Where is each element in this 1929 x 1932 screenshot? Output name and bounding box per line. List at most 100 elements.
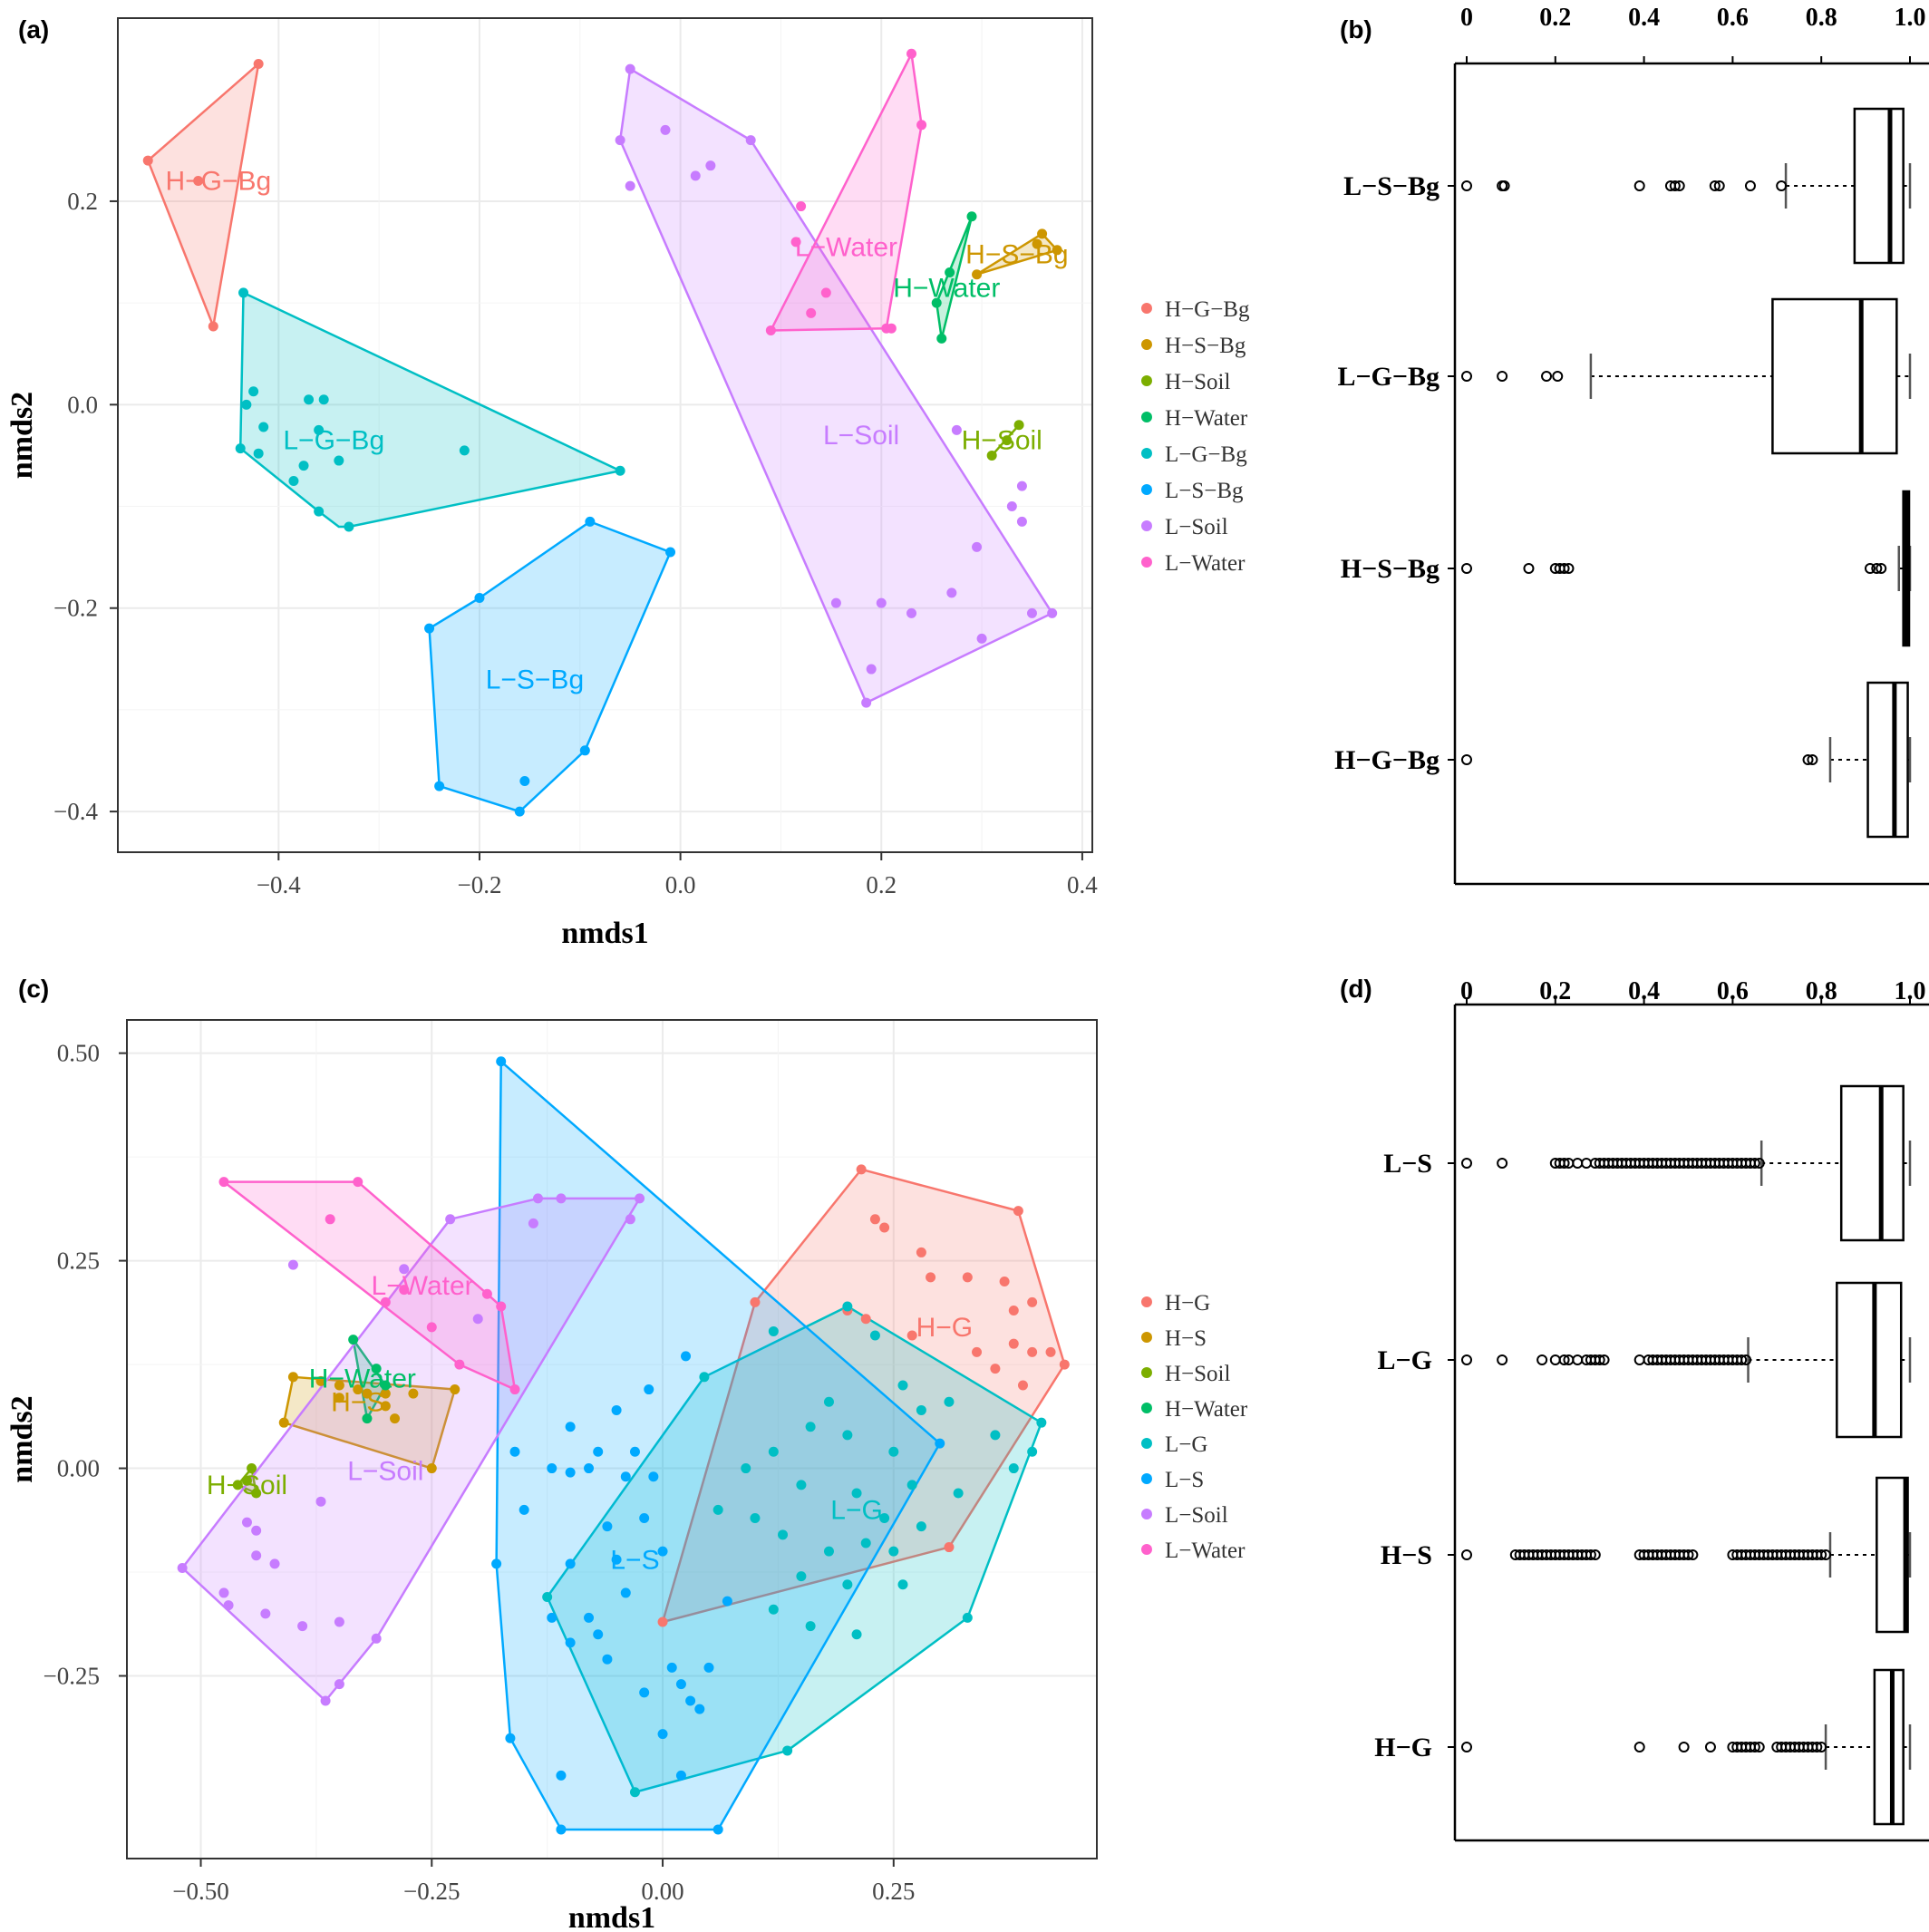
- data-point-l-soil: [528, 1218, 538, 1228]
- data-point-l-g-bg: [906, 1480, 917, 1490]
- legend-key-l-s-bg: [1141, 1473, 1152, 1484]
- data-point-l-soil: [1027, 607, 1038, 618]
- legend-key-h-s-bg: [1141, 1332, 1152, 1343]
- data-point-l-soil: [223, 1600, 234, 1611]
- outlier-point: [1749, 1742, 1760, 1752]
- legend-label: L−S: [1165, 1468, 1204, 1492]
- data-point-l-g-bg: [304, 394, 315, 405]
- data-point-l-s-bg: [620, 1471, 631, 1482]
- legend-label: H−Soil: [1165, 370, 1231, 394]
- data-point-h-water: [362, 1413, 373, 1424]
- outlier-point: [1736, 1354, 1748, 1365]
- data-point-l-s-bg: [584, 1612, 595, 1623]
- x-tick-label: 0.4: [1628, 977, 1660, 1005]
- data-point-l-g-bg: [298, 461, 309, 471]
- data-point-l-g-bg: [860, 1538, 871, 1549]
- data-point-l-s-bg: [639, 1687, 650, 1698]
- data-point-l-s-bg: [657, 1729, 668, 1740]
- outlier-point: [1807, 754, 1818, 765]
- box-iqr: [1873, 1668, 1905, 1826]
- legend-label: L−Water: [1165, 551, 1246, 576]
- data-point-l-g-bg: [238, 287, 249, 298]
- box-iqr: [1853, 107, 1905, 265]
- points: [142, 48, 1062, 817]
- data-point-l-g-bg: [842, 1430, 853, 1441]
- data-point-h-g-bg: [1059, 1359, 1070, 1370]
- outlier-point: [1461, 1354, 1472, 1365]
- data-point-h-g-bg: [990, 1364, 1001, 1374]
- group-label: H−S: [331, 1387, 384, 1417]
- data-point-h-soil: [986, 450, 997, 461]
- data-point-l-s-bg: [519, 775, 530, 786]
- x-tick-label: 0.6: [1717, 977, 1749, 1005]
- legend: H−G−Bg H−S−Bg H−Soil H−Water L−G−Bg L−S−Bg L−S…: [1141, 297, 1250, 576]
- data-point-l-s-bg: [611, 1554, 622, 1565]
- legend-label: L−S−Bg: [1165, 479, 1244, 503]
- data-point-l-s-bg: [565, 1467, 576, 1478]
- hulls: [146, 53, 1059, 813]
- data-point-h-g-bg: [860, 1314, 871, 1325]
- outlier-point: [1536, 1354, 1548, 1365]
- data-point-l-soil: [660, 124, 671, 135]
- x-tick-label: −0.2: [457, 871, 501, 898]
- data-point-h-soil: [232, 1480, 243, 1490]
- group-labels: H−G−Bg H−S−Bg H−Soil H−Water L−G−Bg L−S−Bg L−S…: [165, 167, 1068, 695]
- outlier-point: [1802, 754, 1814, 765]
- data-point-l-soil: [556, 1193, 567, 1204]
- data-point-l-water: [820, 287, 831, 298]
- category-label: L−S−Bg: [1343, 171, 1439, 201]
- data-point-l-s-bg: [584, 1463, 595, 1474]
- legend-label: L−Soil: [1165, 1503, 1228, 1528]
- data-point-l-g-bg: [823, 1396, 834, 1407]
- data-point-l-soil: [177, 1562, 188, 1573]
- data-point-l-s-bg: [547, 1463, 557, 1474]
- outlier-point: [1585, 1549, 1596, 1560]
- x-tick-label: 0.4: [1067, 871, 1098, 898]
- data-point-l-s-bg: [491, 1558, 502, 1569]
- data-point-l-g-bg: [318, 394, 329, 405]
- data-point-l-soil: [399, 1264, 410, 1275]
- data-point-l-g-bg: [241, 399, 252, 410]
- data-point-h-g-bg: [926, 1272, 936, 1283]
- data-point-l-s-bg: [514, 806, 525, 817]
- data-point-l-s-bg: [611, 1404, 622, 1415]
- outlier-point: [1572, 1354, 1584, 1365]
- group-label: H−Water: [309, 1364, 416, 1394]
- outlier-point: [1740, 1354, 1752, 1365]
- data-point-h-g-bg: [208, 321, 218, 332]
- data-point-l-g-bg: [1036, 1417, 1047, 1428]
- data-point-l-s-bg: [519, 1504, 529, 1515]
- data-point-h-g-bg: [879, 1222, 890, 1233]
- hull-h-g-bg: [146, 63, 260, 328]
- data-point-l-s-bg: [585, 516, 596, 527]
- legend-key-h-water: [1141, 1403, 1152, 1413]
- outlier-point: [1749, 1158, 1760, 1169]
- group-label: H−G−Bg: [165, 167, 271, 197]
- outlier-point: [1461, 1549, 1472, 1560]
- data-point-l-soil: [690, 170, 701, 181]
- data-point-l-water: [218, 1177, 229, 1188]
- data-point-l-soil: [625, 63, 635, 74]
- data-point-h-g-bg: [193, 176, 204, 187]
- legend-label: H−G: [1165, 1291, 1210, 1316]
- data-point-h-soil: [247, 1463, 257, 1474]
- data-point-l-g-bg: [542, 1592, 553, 1603]
- panel-label: (c): [18, 975, 49, 1003]
- data-point-h-g-bg: [253, 58, 264, 69]
- data-point-l-g-bg: [288, 475, 299, 486]
- box-iqr: [1771, 297, 1898, 455]
- group-labels: H−G H−S H−Soil H−Water L−G L−S L−Soil L−Water: [207, 1271, 973, 1575]
- y-axis-title: nmds2: [5, 392, 39, 479]
- data-point-l-s-bg: [424, 623, 435, 634]
- x-tick-label: 0.4: [1628, 4, 1660, 32]
- data-point-l-water: [399, 1285, 410, 1296]
- data-point-h-s-bg: [362, 1388, 373, 1399]
- data-point-l-s-bg: [712, 1824, 723, 1835]
- outlier-point: [1523, 563, 1535, 574]
- data-point-l-g-bg: [334, 455, 344, 466]
- data-point-h-g-bg: [944, 1542, 955, 1553]
- outlier-point: [1497, 371, 1508, 382]
- outlier-point: [1461, 1158, 1472, 1169]
- data-point-l-soil: [297, 1621, 308, 1632]
- data-point-l-soil: [334, 1616, 344, 1627]
